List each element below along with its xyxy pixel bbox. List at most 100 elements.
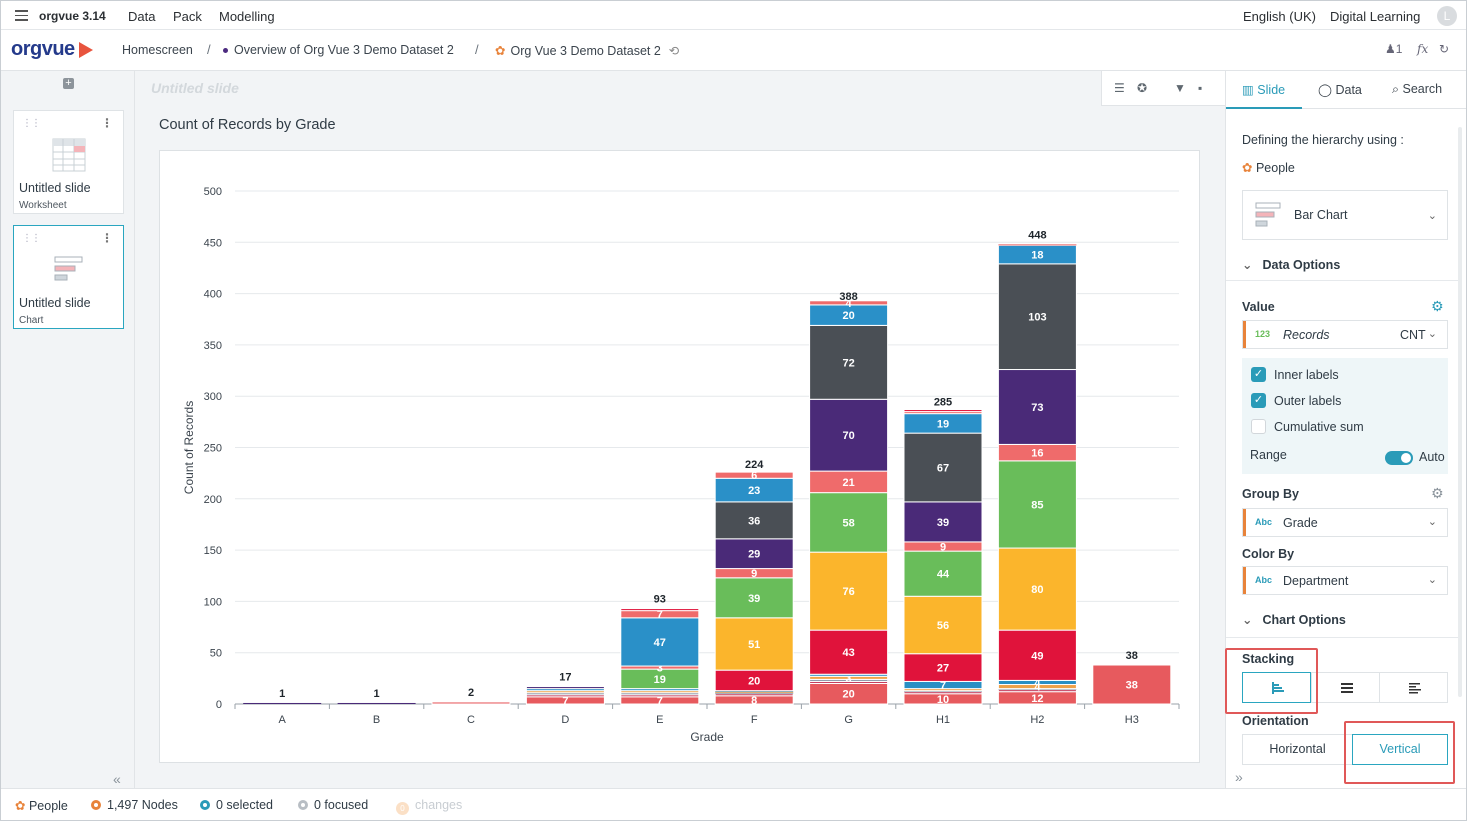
collapse-left-panel-icon[interactable]: « [113, 771, 121, 787]
more-options-icon[interactable]: ⋮ [101, 231, 113, 245]
breadcrumb-homescreen[interactable]: Homescreen [122, 43, 193, 57]
hierarchy-label: Defining the hierarchy using : [1242, 133, 1404, 147]
value-aggregation[interactable]: CNT [1400, 328, 1426, 342]
slide-thumbnail-chart[interactable]: ⋮⋮ ⋮ Untitled slide Chart [13, 225, 124, 329]
group-by-gear-icon[interactable]: ⚙ [1431, 485, 1444, 501]
color-by-select[interactable]: Abc Department ⌄ [1242, 566, 1448, 595]
avatar[interactable]: L [1437, 6, 1457, 26]
more-options-icon[interactable]: ⋮ [101, 116, 113, 130]
refresh-icon[interactable]: ⟲ [668, 44, 680, 58]
slide-title-input[interactable]: Untitled slide [151, 80, 239, 96]
chart-title: Count of Records by Grade [159, 117, 336, 133]
y-tick-label: 200 [204, 494, 222, 506]
range-value: Auto [1419, 450, 1445, 464]
collapse-right-panel-icon[interactable]: » [1235, 769, 1243, 785]
data-options-header[interactable]: ⌄ Data Options [1242, 257, 1340, 272]
bar-segment [903, 409, 983, 413]
chevron-down-icon: ⌄ [1242, 258, 1253, 272]
changes-count-badge: 0 [396, 802, 409, 815]
menu-modelling[interactable]: Modelling [219, 9, 275, 24]
status-bar: ✿ People 1,497 Nodes 0 selected 0 focuse… [1, 788, 1466, 820]
orgvue-logo[interactable]: orgvue [11, 38, 75, 60]
status-focused[interactable]: 0 focused [298, 798, 368, 812]
x-tick-label: G [844, 714, 853, 726]
status-selected[interactable]: 0 selected [200, 798, 273, 812]
bar-inner-label: 20 [842, 310, 854, 322]
chart-type-value: Bar Chart [1294, 208, 1348, 222]
status-changes-label: changes [415, 798, 463, 812]
group-by-select[interactable]: Abc Grade ⌄ [1242, 508, 1448, 537]
status-nodes[interactable]: 1,497 Nodes [91, 798, 178, 812]
bar-segment [525, 686, 605, 690]
panel-icon[interactable]: ▪ [1198, 81, 1203, 95]
bar-total-label: 2 [468, 687, 474, 699]
status-nodes-label: 1,497 Nodes [107, 798, 178, 812]
menu-pack[interactable]: Pack [173, 9, 202, 24]
user-icon: ♟ [1385, 42, 1396, 56]
search-icon: ⌕ [1392, 82, 1403, 96]
slide-thumbnail-worksheet[interactable]: ⋮⋮ ⋮ Untitled slide Worksheet [13, 110, 124, 214]
bar-chart-icon [1255, 202, 1281, 227]
range-auto-toggle[interactable] [1385, 451, 1413, 465]
value-field-select[interactable]: 123 Records CNT ⌄ [1242, 320, 1448, 349]
list-icon[interactable]: ☰ [1114, 81, 1125, 95]
bar-inner-label: 9 [751, 568, 757, 580]
menu-data[interactable]: Data [128, 9, 156, 24]
bar-inner-label: 38 [1126, 680, 1138, 692]
tab-slide[interactable]: ▥ Slide [1242, 82, 1285, 97]
stacking-grouped-button[interactable] [1379, 672, 1448, 703]
chart-options-label: Chart Options [1262, 613, 1346, 627]
filter-icon[interactable]: ▼ [1174, 81, 1186, 95]
status-changes[interactable]: 0 changes [396, 798, 462, 815]
drag-handle-icon[interactable]: ⋮⋮ [22, 118, 41, 129]
inner-labels-checkbox[interactable]: ✓ [1251, 367, 1266, 382]
users-indicator[interactable]: ♟1 [1385, 42, 1402, 56]
bar-inner-label: 3 [657, 663, 663, 675]
breadcrumb-dataset[interactable]: ✿ Org Vue 3 Demo Dataset 2 ⟲ [495, 43, 679, 58]
stacking-full-button[interactable] [1311, 672, 1380, 703]
formula-icon[interactable]: fx [1417, 42, 1429, 56]
x-tick-label: A [279, 714, 287, 726]
chart-options-header[interactable]: ⌄ Chart Options [1242, 612, 1346, 627]
bar-inner-label: 7 [940, 680, 946, 692]
bar-segment [997, 547, 1077, 631]
x-tick-label: C [467, 714, 475, 726]
bar-inner-label: 80 [1031, 584, 1043, 596]
group-by-value: Grade [1283, 516, 1318, 530]
divider [1226, 280, 1458, 281]
bar-segment [903, 653, 983, 682]
bar-segment [904, 690, 982, 692]
orientation-vertical-button[interactable]: Vertical [1352, 734, 1448, 765]
bar-inner-label: 16 [1031, 448, 1043, 460]
chevron-down-icon: ⌄ [1427, 516, 1437, 528]
chart-type-select[interactable]: Bar Chart ⌄ [1242, 190, 1448, 240]
stacking-stacked-button[interactable] [1242, 672, 1311, 703]
status-dataset[interactable]: ✿ People [15, 798, 68, 813]
bar-segment [809, 398, 889, 472]
bar-inner-label: 8 [751, 695, 757, 707]
bar-segment [998, 688, 1077, 690]
bar-inner-label: 56 [937, 620, 949, 632]
palette-icon[interactable]: ✪ [1137, 81, 1148, 95]
sync-icon[interactable]: ↻ [1439, 42, 1450, 56]
field-accent [1243, 509, 1246, 536]
bar-segment [809, 551, 889, 631]
cumulative-sum-checkbox[interactable] [1251, 419, 1266, 434]
workspace-name[interactable]: Digital Learning [1330, 9, 1421, 24]
bar-chart[interactable]: 0 50 100 150 200 250 300 350 400 450 500 Grade Count… [160, 151, 1199, 762]
hamburger-menu-icon[interactable] [15, 10, 28, 21]
bar-inner-label: 10 [937, 694, 949, 706]
outer-labels-checkbox[interactable]: ✓ [1251, 393, 1266, 408]
bar-segment [998, 244, 1077, 246]
tab-search[interactable]: ⌕ Search [1392, 82, 1442, 97]
breadcrumb-overview[interactable]: Overview of Org Vue 3 Demo Dataset 2 [223, 43, 454, 57]
tab-data[interactable]: ◯ Data [1318, 82, 1362, 97]
language-selector[interactable]: English (UK) [1243, 9, 1316, 24]
panel-scrollbar[interactable] [1458, 127, 1462, 697]
value-settings-gear-icon[interactable]: ⚙ [1431, 298, 1444, 314]
drag-handle-icon[interactable]: ⋮⋮ [22, 233, 41, 244]
orientation-horizontal-button[interactable]: Horizontal [1242, 734, 1353, 765]
add-slide-button[interactable]: + [63, 78, 74, 89]
x-axis-title: Grade [690, 730, 724, 744]
x-tick-label: H1 [936, 714, 950, 726]
